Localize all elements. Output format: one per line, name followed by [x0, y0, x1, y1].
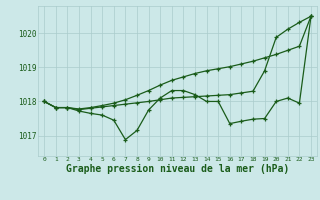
X-axis label: Graphe pression niveau de la mer (hPa): Graphe pression niveau de la mer (hPa) [66, 164, 289, 174]
